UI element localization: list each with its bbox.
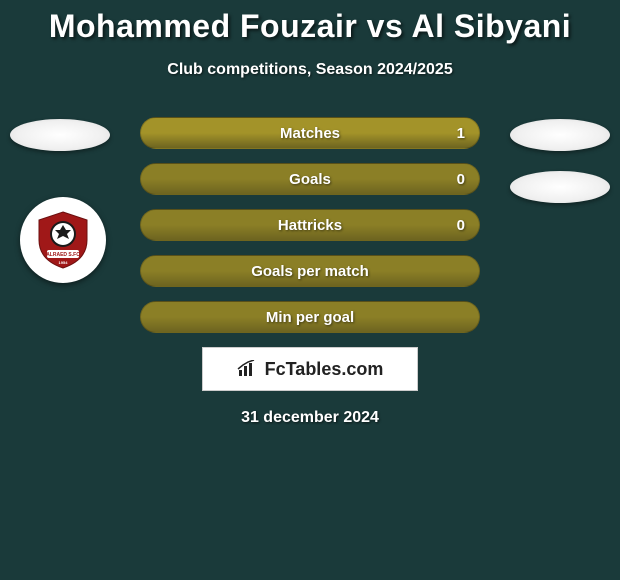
brand-box[interactable]: FcTables.com (202, 347, 418, 391)
stat-bar-goals: Goals 0 (140, 163, 480, 195)
comparison-card: Mohammed Fouzair vs Al Sibyani Club comp… (0, 0, 620, 427)
stat-bar-goals-per-match: Goals per match (140, 255, 480, 287)
stat-bars: Matches 1 Goals 0 Hattricks 0 Goals per … (140, 117, 480, 333)
stat-bar-matches: Matches 1 (140, 117, 480, 149)
player-right-placeholder-icon (510, 119, 610, 151)
subtitle: Club competitions, Season 2024/2025 (0, 61, 620, 79)
svg-text:1954: 1954 (59, 260, 69, 265)
stat-label: Matches (280, 125, 340, 142)
page-title: Mohammed Fouzair vs Al Sibyani (0, 8, 620, 45)
player-right-placeholder2-icon (510, 171, 610, 203)
svg-text:ALRAED S.FC: ALRAED S.FC (46, 252, 80, 258)
date-label: 31 december 2024 (0, 409, 620, 427)
stat-label: Hattricks (278, 217, 342, 234)
club-logo-icon: ALRAED S.FC 1954 (20, 197, 106, 283)
stat-value: 0 (457, 217, 465, 234)
stat-label: Goals per match (251, 263, 369, 280)
stat-bar-min-per-goal: Min per goal (140, 301, 480, 333)
brand-label: FcTables.com (265, 359, 384, 380)
stat-value: 1 (457, 125, 465, 142)
player-left-placeholder-icon (10, 119, 110, 151)
stat-bar-hattricks: Hattricks 0 (140, 209, 480, 241)
stat-label: Min per goal (266, 309, 354, 326)
chart-icon (237, 360, 259, 378)
stat-value: 0 (457, 171, 465, 188)
shield-icon: ALRAED S.FC 1954 (33, 210, 93, 270)
stats-area: ALRAED S.FC 1954 Matches 1 Goals 0 Hattr… (0, 117, 620, 427)
stat-label: Goals (289, 171, 331, 188)
